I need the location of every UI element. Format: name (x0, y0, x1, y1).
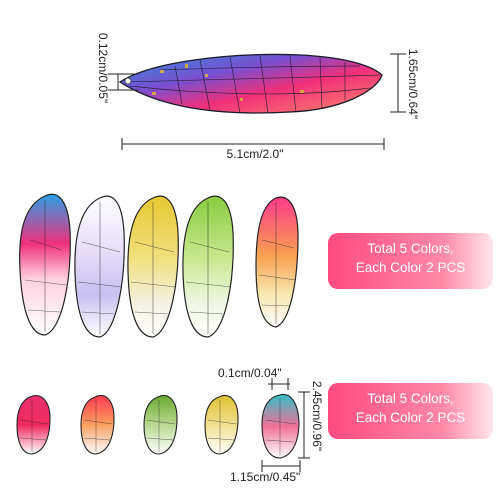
small-wing-dimension-lines (261, 378, 310, 472)
wing-row-small-veins (19, 398, 297, 456)
badge-2-line-2: Each Color 2 PCS (355, 410, 466, 425)
dimension-thickness-large-text: 0.12cm/0.05" (96, 32, 110, 104)
dimension-thickness-small-text: 0.1cm/0.04" (218, 366, 282, 380)
dimension-thickness-small: 0.1cm/0.04" (218, 366, 318, 380)
dimension-length-large-text: 5.1cm/2.0" (226, 147, 284, 161)
dimension-width-small-text: 1.15cm/0.45" (230, 470, 301, 484)
dimension-length-large: 5.1cm/2.0" (205, 147, 305, 161)
dimension-width-small: 1.15cm/0.45" (230, 470, 330, 484)
badge-bg-1 (328, 233, 493, 289)
badge-2-line-1: Total 5 Colors, (367, 391, 454, 406)
color-count-badge-1: Total 5 Colors, Each Color 2 PCS (328, 233, 493, 289)
large-wing (118, 53, 383, 114)
dimension-length-small: 2.45cm/0.96" (308, 366, 324, 466)
dimension-thickness-large: 0.12cm/0.05" (94, 13, 110, 123)
dimension-length-small-text: 2.45cm/0.96" (310, 380, 324, 452)
badge-1-line-1: Total 5 Colors, (367, 241, 454, 256)
color-count-badge-2: Total 5 Colors, Each Color 2 PCS (328, 383, 493, 439)
wing-row-medium (19, 193, 299, 338)
dimension-width-large: 1.65cm/0.64" (404, 29, 420, 139)
badge-bg-2 (328, 383, 493, 439)
badge-1-line-2: Each Color 2 PCS (355, 260, 466, 275)
wing-row-medium-veins (24, 200, 297, 334)
large-wing-dimension-lines (108, 53, 406, 150)
wing-row-small (16, 393, 300, 459)
dimension-width-large-text: 1.65cm/0.64" (406, 48, 420, 120)
